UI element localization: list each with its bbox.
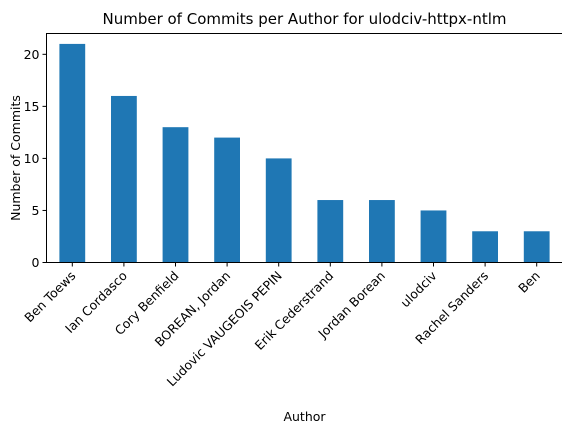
x-axis-label: Author	[283, 409, 326, 424]
y-tick-label: 5	[32, 203, 40, 218]
bar	[111, 96, 137, 263]
y-tick-label: 0	[32, 255, 40, 270]
bar	[421, 210, 447, 262]
y-tick-label: 20	[24, 47, 40, 62]
y-axis-label: Number of Commits	[8, 95, 23, 221]
bar	[266, 158, 292, 262]
x-tick-label: ulodciv	[397, 268, 440, 311]
y-tick-label: 15	[24, 99, 40, 114]
bar	[524, 231, 550, 262]
bar	[163, 127, 189, 262]
x-tick-label: Ben	[515, 268, 543, 296]
bar	[214, 138, 240, 263]
chart-title: Number of Commits per Author for ulodciv…	[102, 10, 506, 28]
y-tick-label: 10	[24, 151, 40, 166]
bar	[59, 44, 85, 263]
bar	[472, 231, 498, 262]
bar	[369, 200, 395, 262]
bar	[317, 200, 343, 262]
